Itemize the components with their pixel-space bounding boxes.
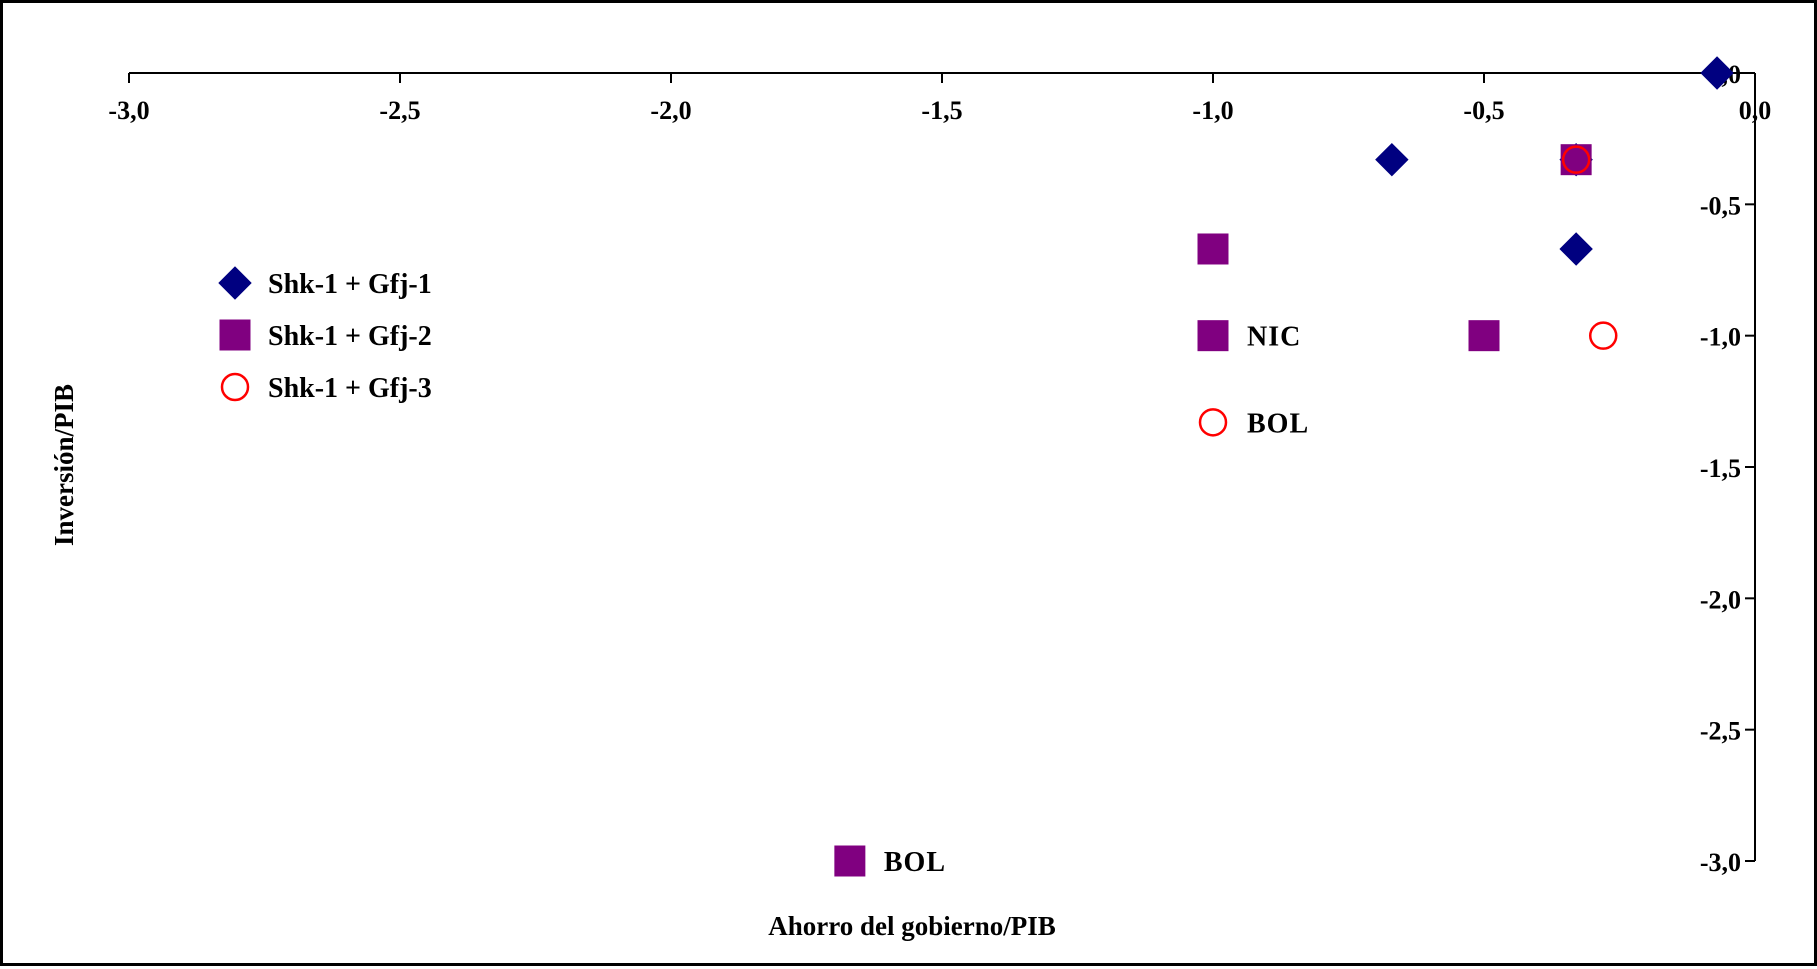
legend: Shk-1 + Gfj-1 Shk-1 + Gfj-2 Shk-1 + Gfj-3 (218, 266, 432, 404)
legend-marker-diamond (218, 266, 252, 300)
data-point-square (1197, 233, 1229, 265)
series-group (1375, 56, 1734, 266)
y-axis-title: Inversión/PIB (49, 384, 79, 546)
legend-label: Shk-1 + Gfj-3 (268, 373, 432, 404)
x-tick-label: -3,0 (108, 96, 149, 125)
legend-marker-square (219, 319, 251, 351)
data-points (834, 56, 1734, 877)
x-tick-label: -0,5 (1463, 96, 1504, 125)
x-tick-label: -2,0 (650, 96, 691, 125)
point-label: BOL (884, 847, 946, 878)
data-point-circle-open (1561, 145, 1591, 174)
legend-marker-circle-open (220, 372, 250, 402)
data-point-diamond (1700, 56, 1734, 90)
y-tick-label: -3,0 (1700, 848, 1741, 877)
x-tick-label: -2,5 (379, 96, 420, 125)
x-axis-title: Ahorro del gobierno/PIB (768, 911, 1056, 941)
data-point-square (1560, 144, 1592, 176)
axes (129, 72, 1756, 861)
data-point-square (1197, 320, 1229, 352)
legend-item: Shk-1 + Gfj-3 (220, 372, 432, 404)
legend-item: Shk-1 + Gfj-2 (219, 319, 432, 352)
data-point-square (834, 845, 866, 877)
series-group (1198, 145, 1618, 437)
data-point-circle-open (1198, 408, 1228, 437)
legend-item: Shk-1 + Gfj-1 (218, 266, 432, 300)
tick-marks (128, 72, 1756, 862)
y-tick-label: -1,5 (1700, 454, 1741, 483)
x-tick-label: -1,0 (1192, 96, 1233, 125)
series-group (834, 144, 1592, 877)
point-label: NIC (1247, 322, 1301, 353)
x-tick-label: -1,5 (921, 96, 962, 125)
data-point-diamond (1375, 142, 1409, 177)
legend-label: Shk-1 + Gfj-1 (268, 269, 432, 300)
data-point-circle-open (1588, 321, 1618, 350)
data-point-square (1468, 320, 1500, 352)
tick-labels: -3,0-2,5-2,0-1,5-1,0-0,50,00,0-0,5-1,0-1… (108, 60, 1771, 877)
legend-label: Shk-1 + Gfj-2 (268, 321, 432, 352)
y-tick-label: -1,0 (1700, 323, 1741, 352)
point-label: BOL (1247, 408, 1309, 439)
scatter-chart: -3,0-2,5-2,0-1,5-1,0-0,50,00,0-0,5-1,0-1… (49, 56, 1771, 941)
y-tick-label: -2,0 (1700, 585, 1741, 614)
y-tick-label: -0,5 (1700, 191, 1741, 220)
data-point-diamond (1559, 232, 1593, 266)
x-tick-label: 0,0 (1739, 96, 1772, 125)
point-labels: NIC BOL BOL (884, 322, 1309, 878)
y-tick-label: -2,5 (1700, 717, 1741, 746)
